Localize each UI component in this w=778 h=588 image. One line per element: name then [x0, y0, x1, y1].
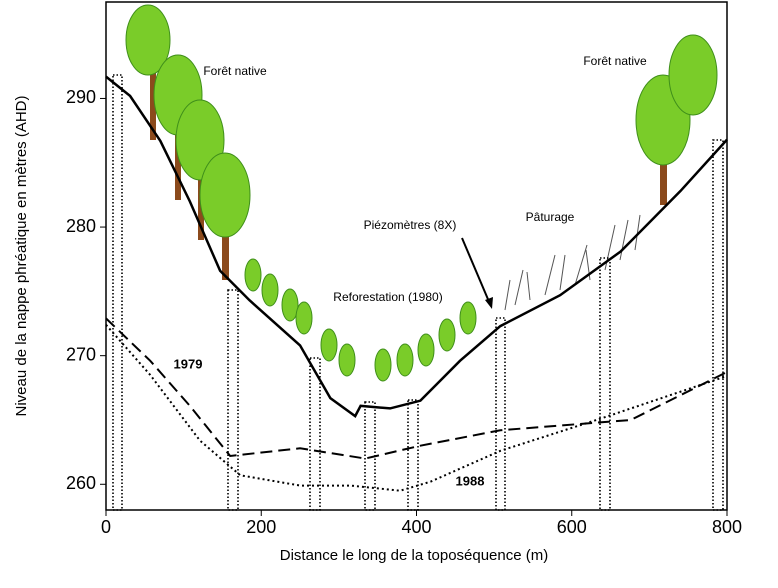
x-tick-label: 400 — [401, 517, 431, 537]
annotation: Forêt native — [583, 54, 647, 68]
annotation: Forêt native — [203, 64, 267, 78]
decorations — [112, 4, 724, 511]
series-line — [105, 75, 728, 418]
y-tick-label: 290 — [66, 87, 96, 107]
annotation: Piézomètres (8X) — [364, 218, 457, 232]
x-axis-label: Distance le long de la toposéquence (m) — [280, 547, 549, 564]
series-line — [105, 324, 727, 492]
series-label: 1979 — [174, 356, 203, 371]
y-tick-label: 270 — [66, 344, 96, 364]
x-tick-label: 0 — [101, 517, 111, 537]
x-tick-label: 800 — [712, 517, 742, 537]
series-label: 1988 — [456, 473, 485, 488]
series-line — [105, 317, 727, 460]
x-tick-label: 200 — [246, 517, 276, 537]
x-tick-label: 600 — [557, 517, 587, 537]
annotation: Pâturage — [526, 210, 575, 224]
y-axis-label: Niveau de la nappe phréatique en mètres … — [13, 95, 30, 416]
y-tick-label: 260 — [66, 473, 96, 493]
annotation: Reforestation (1980) — [333, 290, 442, 304]
y-tick-label: 280 — [66, 216, 96, 236]
